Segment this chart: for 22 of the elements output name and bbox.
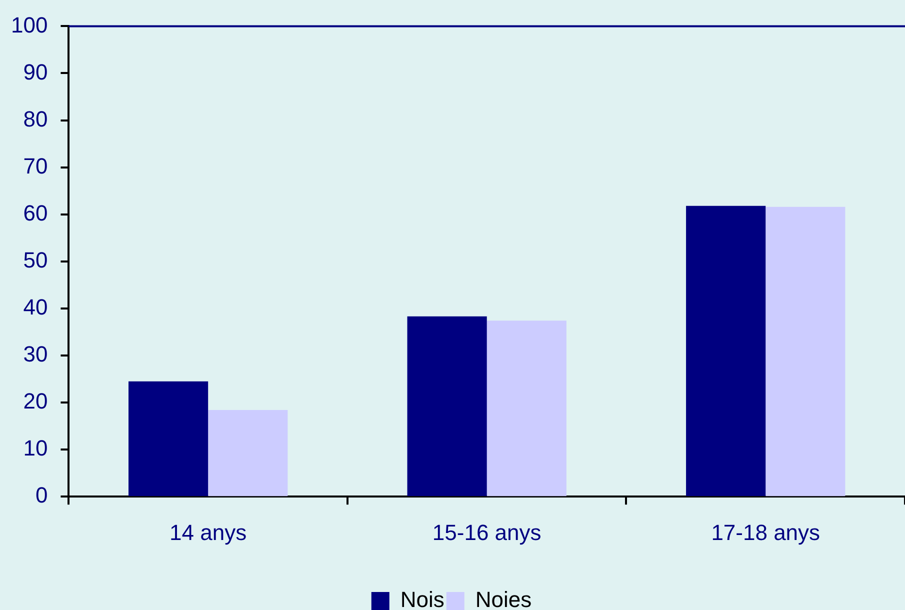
bar [486,320,566,496]
y-tick-label: 80 [23,106,48,132]
bar [128,381,208,496]
bar [686,206,766,496]
y-tick-label: 0 [35,482,48,508]
y-tick-label: 30 [23,342,48,367]
y-tick-label: 40 [23,294,48,320]
y-tick-label: 60 [23,200,48,226]
bar [766,206,846,496]
bar [407,316,487,496]
bar [208,410,288,496]
y-tick-label: 20 [23,388,48,414]
y-tick-label: 50 [23,247,48,272]
x-tick-label: 14 anys [170,520,247,545]
y-tick-label: 70 [23,153,48,178]
x-tick-label: 17-18 anys [711,520,820,545]
legend-label: Noies [475,587,532,610]
legend-label: Nois [400,587,444,610]
y-tick-label: 90 [23,59,48,84]
y-tick-label: 10 [23,436,48,461]
y-tick-label: 100 [10,12,48,38]
x-tick-label: 15-16 anys [432,520,542,545]
